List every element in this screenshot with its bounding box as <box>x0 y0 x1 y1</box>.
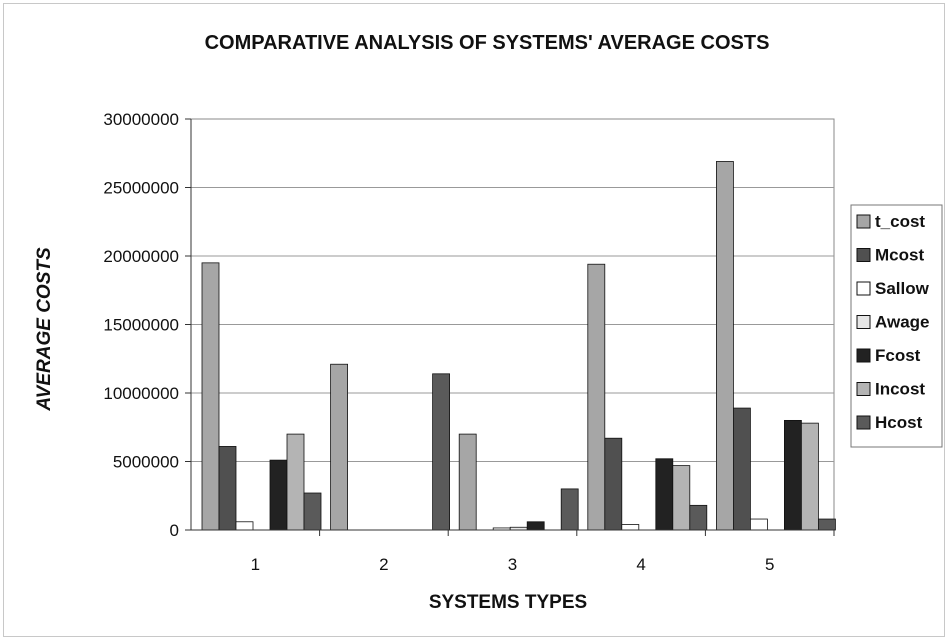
y-tick-label: 10000000 <box>103 384 179 403</box>
legend-label-t_cost: t_cost <box>875 212 925 231</box>
legend-swatch-hcost <box>856 415 871 430</box>
bar-incost-4 <box>672 465 691 531</box>
bar-sallow-5 <box>750 518 768 531</box>
y-tick-label: 20000000 <box>103 247 179 266</box>
bar-hcost-3 <box>560 488 579 531</box>
y-tick-label: 25000000 <box>103 179 179 198</box>
chart-frame: COMPARATIVE ANALYSIS OF SYSTEMS' AVERAGE… <box>3 3 945 637</box>
x-tick-label: 5 <box>765 555 774 574</box>
bar-chart: COMPARATIVE ANALYSIS OF SYSTEMS' AVERAGE… <box>34 32 943 613</box>
bar-t_cost-3 <box>458 433 477 531</box>
bar-fcost-5 <box>784 419 802 531</box>
bar-hcost-5 <box>818 518 836 531</box>
bar-t_cost-2 <box>330 363 349 531</box>
bar-fcost-1 <box>269 459 288 531</box>
legend-label-mcost: Mcost <box>875 246 924 265</box>
legend-swatch-mcost <box>856 248 871 262</box>
axes: 0 5000000 10000000 15000000 20000000 25000000… <box>103 110 835 574</box>
x-tick-label: 3 <box>508 555 517 574</box>
x-axis-title: SYSTEMS TYPES <box>429 592 587 613</box>
legend-label-fcost: Fcost <box>875 346 921 365</box>
legend-label-awage: Awage <box>875 313 930 332</box>
y-tick-label: 5000000 <box>113 453 179 472</box>
legend-swatch-t_cost <box>856 214 871 229</box>
chart-title: COMPARATIVE ANALYSIS OF SYSTEMS' AVERAGE… <box>205 32 770 54</box>
y-tick-label: 30000000 <box>103 110 179 129</box>
legend-label-incost: Incost <box>875 380 925 399</box>
bar-fcost-3 <box>526 521 545 531</box>
bar-incost-5 <box>801 422 819 531</box>
x-tick-label: 2 <box>379 555 388 574</box>
bar-mcost-1 <box>218 446 237 531</box>
legend-swatch-sallow <box>856 281 871 296</box>
bar-fcost-4 <box>655 458 674 531</box>
x-tick-label: 4 <box>636 555 645 574</box>
bar-t_cost-4 <box>587 263 606 531</box>
bar-hcost-1 <box>303 492 322 531</box>
y-tick-label: 0 <box>170 521 179 540</box>
bar-t_cost-5 <box>716 161 734 531</box>
bar-mcost-4 <box>604 437 623 531</box>
x-tick-label: 1 <box>251 555 260 574</box>
bar-sallow-1 <box>235 521 254 531</box>
bar-incost-1 <box>286 433 305 531</box>
bar-hcost-2 <box>432 373 451 531</box>
bar-hcost-4 <box>689 504 708 531</box>
bar-sallow-4 <box>621 524 640 531</box>
legend-label-sallow: Sallow <box>875 279 930 298</box>
legend-swatch-awage <box>856 315 871 329</box>
legend-swatch-fcost <box>856 348 871 363</box>
y-axis-title: AVERAGE COSTS <box>34 247 55 412</box>
bar-t_cost-1 <box>201 262 220 531</box>
legend-label-hcost: Hcost <box>875 413 923 432</box>
legend-swatch-incost <box>856 382 871 396</box>
legend: t_cost Mcost Sallow Awage Fcost Incost Hcost <box>850 204 943 448</box>
y-tick-label: 15000000 <box>103 316 179 335</box>
bar-mcost-5 <box>733 407 751 531</box>
